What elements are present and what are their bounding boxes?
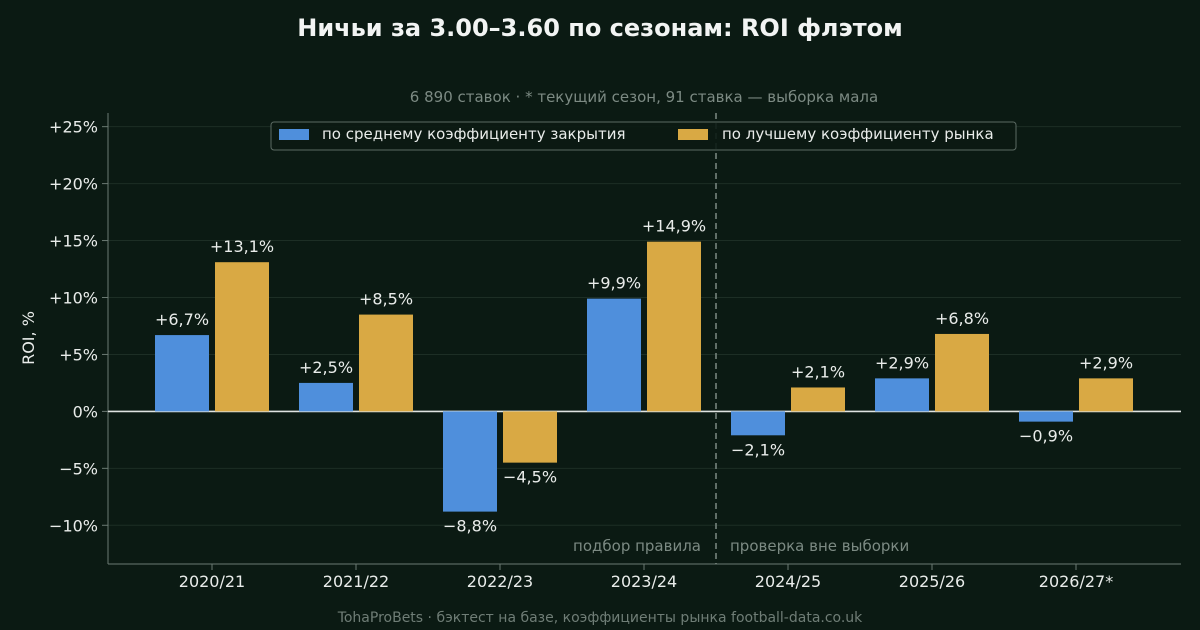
bar-closing-odds [443,411,497,512]
data-label: +6,7% [155,310,209,329]
data-label: −8,8% [443,517,497,536]
legend-label: по среднему коэффициенту закрытия [322,125,625,143]
footer-credit: TohaProBets · бэктест на базе, коэффицие… [337,610,863,626]
data-label: +6,8% [935,309,989,328]
legend-label: по лучшему коэффициенту рынка [722,125,994,143]
legend-box [270,121,1017,151]
out-of-sample-annotation: проверка вне выборки [730,537,909,555]
x-tick-label: 2024/25 [755,572,821,591]
data-label: +14,9% [642,217,706,236]
bar-closing-odds [587,298,641,412]
data-label: +13,1% [210,237,274,256]
data-label: +2,9% [1079,353,1133,372]
legend-swatch [279,129,309,140]
bar-closing-odds [731,411,785,436]
x-tick-label: 2025/26 [899,572,965,591]
x-tick-label: 2022/23 [467,572,533,591]
label-layer: +6,7% +2,5% −8,8% +9,9% −2,1% +2,9% −0,9% +13,1… [155,217,1133,536]
y-tick-label: +25% [49,118,98,137]
axis-layer: −10% −5% 0% +5% +10% +15% +20% +25% 2020/21 2021/… [49,113,1181,591]
data-label: −2,1% [731,440,785,459]
bar-layer [155,241,1133,512]
x-tick-label: 2020/21 [179,572,245,591]
data-label: +2,1% [791,362,845,381]
chart-subtitle: 6 890 ставок · * текущий сезон, 91 ставк… [410,88,878,106]
y-tick-label: −5% [59,459,98,478]
bar-best-odds [215,262,269,412]
chart-title: Ничьи за 3.00–3.60 по сезонам: ROI флэто… [297,14,903,42]
bar-best-odds [647,241,701,412]
bar-best-odds [503,411,557,463]
data-label: +2,9% [875,353,929,372]
data-label: −0,9% [1019,427,1073,446]
bar-best-odds [935,333,989,412]
x-tick-label: 2026/27* [1039,572,1113,591]
x-tick-label: 2021/22 [323,572,389,591]
y-tick-label: −10% [49,516,98,535]
bar-closing-odds [875,378,929,412]
bar-best-odds [359,314,413,412]
y-tick-label: +10% [49,289,98,308]
data-label: −4,5% [503,468,557,487]
y-tick-label: 0% [73,402,98,421]
x-tick-label: 2023/24 [611,572,677,591]
data-label: +8,5% [359,290,413,309]
bar-best-odds [1079,378,1133,412]
bar-closing-odds [155,335,209,412]
y-axis-label: ROI, % [19,311,38,365]
data-label: +2,5% [299,358,353,377]
y-tick-label: +20% [49,175,98,194]
y-tick-label: +15% [49,232,98,251]
y-tick-label: +5% [59,345,98,364]
bar-closing-odds [299,382,353,412]
legend: по среднему коэффициенту закрытия по лучш… [270,121,1017,151]
in-sample-annotation: подбор правила [573,537,701,555]
legend-swatch [678,129,708,140]
bar-closing-odds [1019,411,1073,422]
bar-best-odds [791,387,845,412]
data-label: +9,9% [587,274,641,293]
